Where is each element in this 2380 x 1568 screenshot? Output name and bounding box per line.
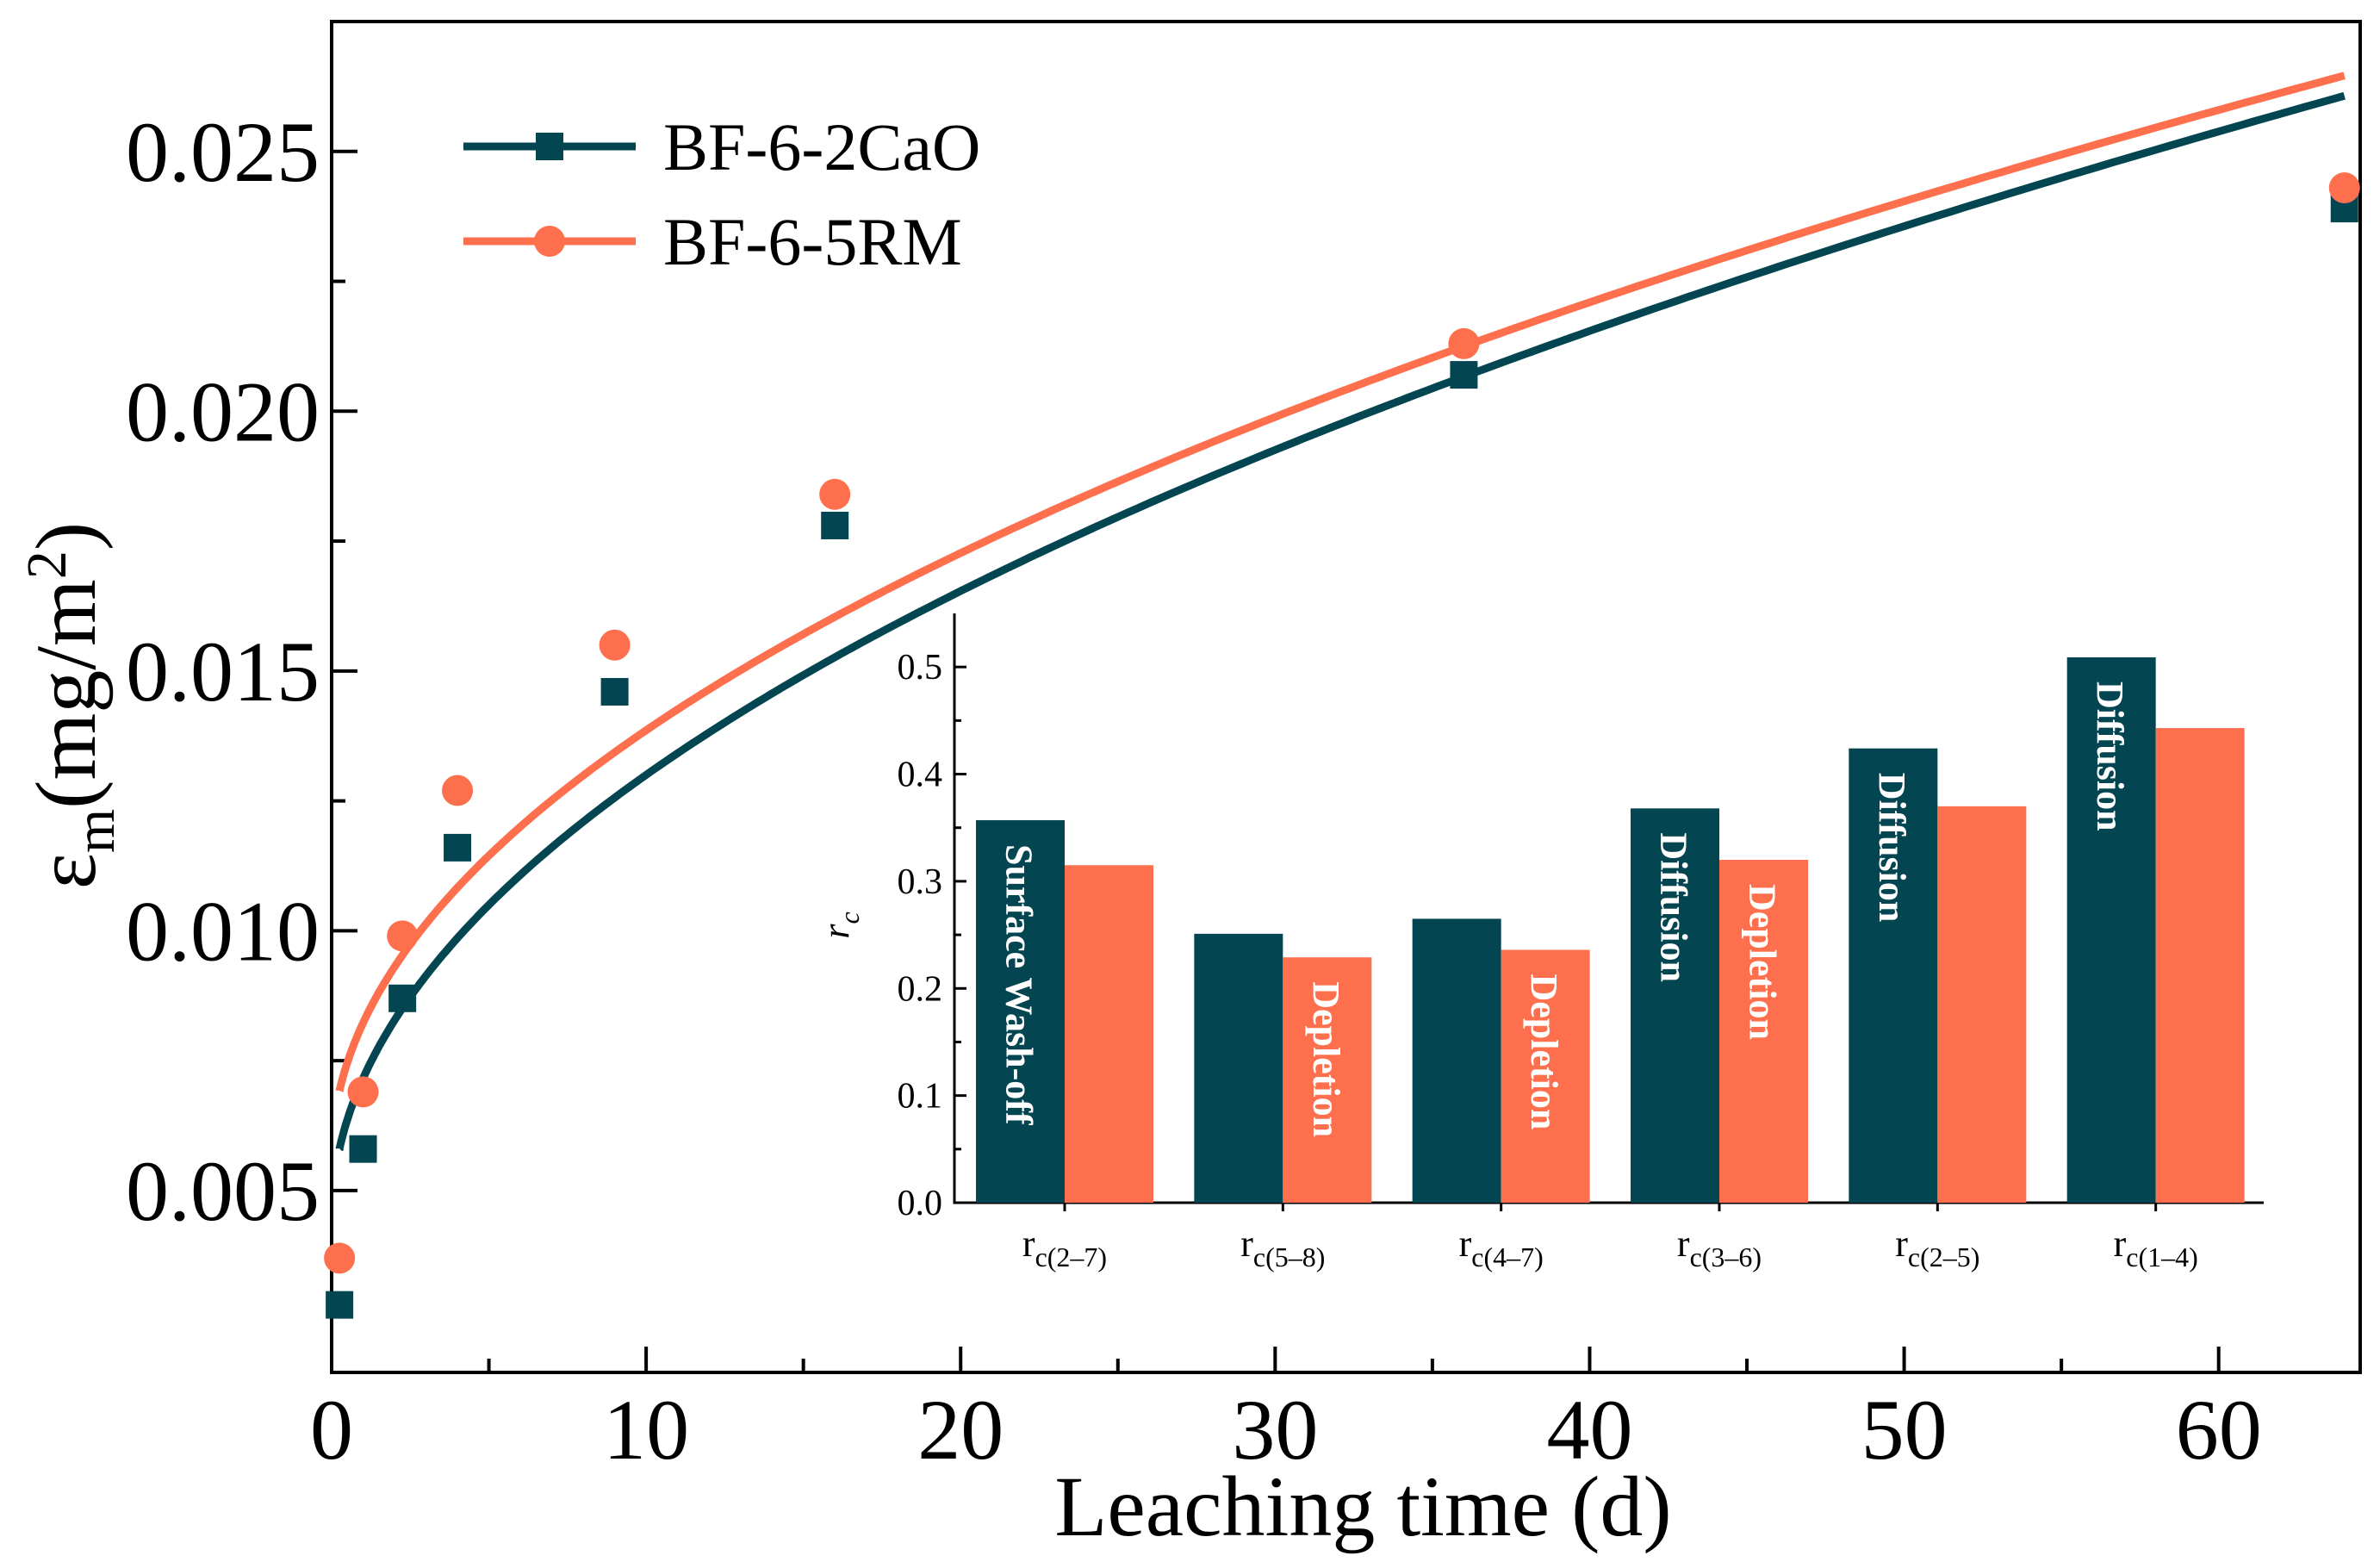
series-1-point xyxy=(821,511,849,539)
y-tick-label: 0.015 xyxy=(126,624,320,719)
inset-bar-annotation: Diffusion xyxy=(2089,681,2131,831)
inset-bar-series-1 xyxy=(976,820,1065,1203)
y-tick-label: 0.010 xyxy=(126,883,320,979)
inset-bar-series-1 xyxy=(2066,656,2156,1203)
inset-category-main: r xyxy=(1677,1223,1690,1265)
inset-category-sub: c(2–5) xyxy=(1908,1241,1980,1272)
inset-bar-annotation: Diffusion xyxy=(1871,773,1913,923)
inset-y-tick-label: 0.1 xyxy=(898,1077,943,1117)
legend-label-1: BF-6-2CaO xyxy=(663,109,980,184)
inset-category-label: rc(1–4) xyxy=(2114,1223,2198,1272)
series-1-point xyxy=(600,677,629,706)
inset-y-axis-title: rc xyxy=(815,912,865,938)
series-2-fit-line xyxy=(335,72,2346,1092)
series-1-point xyxy=(326,1291,354,1319)
main-plot: 0 10 20 30 40 50 60 0.005 0.010 0.015 0.020 0.025 Le… xyxy=(16,20,2362,1554)
legend-marker-circle xyxy=(534,226,565,257)
main-plot-frame xyxy=(330,20,2362,1374)
inset-bar-series-1 xyxy=(1194,933,1283,1203)
x-tick-label: 20 xyxy=(917,1382,1004,1478)
series-2-point xyxy=(819,478,851,510)
y-tick-label: 0.005 xyxy=(126,1143,320,1239)
y-axis-title-part: m xyxy=(64,809,127,853)
y-axis-title: εm(mg/m2) xyxy=(16,522,127,889)
inset-bar-annotation: Depletion xyxy=(1523,974,1565,1130)
inset-category-main: r xyxy=(1459,1223,1472,1265)
inset-category-main: r xyxy=(1240,1223,1253,1265)
x-tick-label: 40 xyxy=(1546,1382,1632,1478)
inset-category-sub: c(3–6) xyxy=(1690,1241,1762,1272)
x-tick-label: 30 xyxy=(1232,1382,1318,1478)
inset-category-label: rc(4–7) xyxy=(1459,1223,1544,1272)
inset-category-sub: c(4–7) xyxy=(1471,1241,1544,1272)
y-tick-label: 0.020 xyxy=(126,364,320,459)
inset-bar-series-1 xyxy=(1849,748,1938,1203)
inset-category-main: r xyxy=(1895,1223,1908,1265)
inset-y-tick-label: 0.3 xyxy=(898,862,943,902)
inset-bar-series-2 xyxy=(1501,949,1590,1203)
inset-category-main: r xyxy=(1022,1223,1035,1265)
series-2-point xyxy=(599,629,631,661)
x-tick-label: 50 xyxy=(1861,1382,1948,1478)
y-axis-title-part: ) xyxy=(18,522,114,551)
series-1-point xyxy=(1450,361,1478,389)
legend-label-2: BF-6-5RM xyxy=(663,204,962,279)
inset-bar-annotation: Surface Wash-off xyxy=(998,844,1041,1126)
inset-bar-annotation: Depletion xyxy=(1742,884,1784,1040)
y-tick-label: 0.025 xyxy=(126,104,320,200)
inset-category-sub: c(5–8) xyxy=(1253,1241,1326,1272)
x-tick-label: 60 xyxy=(2176,1382,2262,1478)
y-axis-title-part: ε xyxy=(18,853,114,889)
x-tick-label: 0 xyxy=(310,1382,353,1478)
inset-bar-series-2 xyxy=(1937,806,2027,1203)
inset-category-label: rc(2–5) xyxy=(1895,1223,1979,1272)
inset-bar-series-2 xyxy=(1283,957,1372,1203)
inset-bar-annotation: Diffusion xyxy=(1653,832,1695,982)
inset-y-tick-label: 0.0 xyxy=(898,1184,943,1223)
series-2-point xyxy=(1448,327,1480,359)
inset-y-axis-title-main: r xyxy=(815,924,857,939)
series-2-point xyxy=(442,775,474,806)
inset-category-label: rc(3–6) xyxy=(1677,1223,1762,1272)
series-1-point xyxy=(388,984,417,1012)
inset-bar-annotation: Depletion xyxy=(1305,981,1347,1137)
inset-bar-series-1 xyxy=(1412,918,1501,1203)
x-tick-label: 10 xyxy=(603,1382,689,1478)
inset-bar-series-1 xyxy=(1631,808,1719,1203)
series-1-fit-line xyxy=(335,91,2346,1152)
series-2-point xyxy=(2328,171,2360,203)
inset-category-sub: c(1–4) xyxy=(2126,1241,2198,1272)
inset-bar-series-2 xyxy=(1065,865,1153,1203)
series-2-point xyxy=(387,920,419,952)
inset-category-main: r xyxy=(2114,1223,2127,1265)
series-1-point xyxy=(444,833,472,862)
inset-y-tick-label: 0.4 xyxy=(898,756,943,795)
inset-y-tick-label: 0.2 xyxy=(898,969,943,1009)
inset-bar-series-2 xyxy=(2155,728,2245,1203)
inset-y-tick-label: 0.5 xyxy=(898,648,943,688)
series-1-point xyxy=(349,1135,377,1163)
inset-category-label: rc(5–8) xyxy=(1240,1223,1325,1272)
inset-category-sub: c(2–7) xyxy=(1035,1241,1108,1272)
series-2-point xyxy=(324,1242,356,1274)
x-axis-title: Leaching time (d) xyxy=(1054,1459,1671,1554)
y-axis-title-part: (mg/m xyxy=(18,579,114,809)
inset-bar-series-2 xyxy=(1719,860,1808,1203)
inset-y-axis-title-sub: c xyxy=(834,912,865,924)
series-2-point xyxy=(347,1076,379,1108)
inset-category-label: rc(2–7) xyxy=(1022,1223,1107,1272)
legend-marker-square xyxy=(536,133,563,160)
y-axis-title-part: 2 xyxy=(16,551,78,579)
